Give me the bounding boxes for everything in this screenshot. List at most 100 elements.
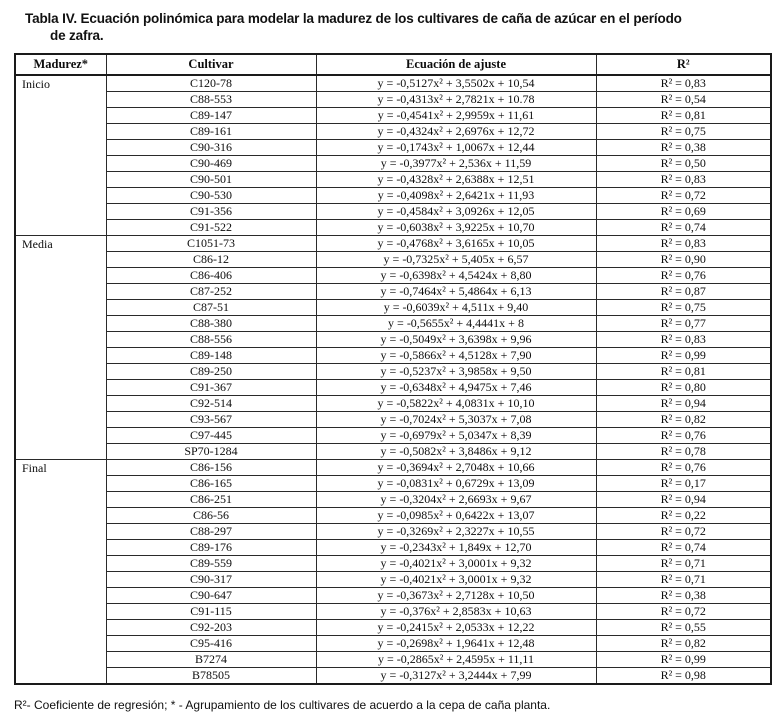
table-row: C91-522 y = -0,6038x² + 3,9225x + 10,70 R²… [15,219,772,236]
table-row: C86-406 y = -0,6398x² + 4,5424x + 8,80 R² … [15,267,772,284]
maturity-group-label: Inicio [14,74,107,236]
table-row: C89-176 y = -0,2343x² + 1,849x + 12,70 R² … [15,539,772,556]
table-row: C93-567 y = -0,7024x² + 5,3037x + 7,08 R² … [15,411,772,428]
r2-cell: R² = 0,94 [595,491,772,508]
header-r2: R² [595,53,772,76]
cultivar-cell: B78505 [105,667,317,685]
r2-cell: R² = 0,72 [595,603,772,620]
table-row: C90-317 y = -0,4021x² + 3,0001x + 9,32 R² … [15,571,772,588]
r2-cell: R² = 0,80 [595,379,772,396]
table-row: C89-559 y = -0,4021x² + 3,0001x + 9,32 R² … [15,555,772,572]
equation-cell: y = -0,0985x² + 0,6422x + 13,07 [315,507,597,524]
equation-cell: y = -0,4541x² + 2,9959x + 11,61 [315,107,597,124]
cultivar-cell: C91-367 [105,379,317,396]
r2-cell: R² = 0,77 [595,315,772,332]
table-row: C89-147 y = -0,4541x² + 2,9959x + 11,61 R²… [15,107,772,124]
equation-cell: y = -0,7464x² + 5,4864x + 6,13 [315,283,597,300]
r2-cell: R² = 0,69 [595,203,772,220]
equation-cell: y = -0,6348x² + 4,9475x + 7,46 [315,379,597,396]
r2-cell: R² = 0,38 [595,139,772,156]
equation-cell: y = -0,4328x² + 2,6388x + 12,51 [315,171,597,188]
equation-cell: y = -0,5127x² + 3,5502x + 10,54 [315,74,597,92]
table-row: C89-161 y = -0,4324x² + 2,6976x + 12,72 R²… [15,123,772,140]
cultivar-cell: C87-252 [105,283,317,300]
equation-cell: y = -0,3127x² + 3,2444x + 7,99 [315,667,597,685]
cultivar-cell: C91-522 [105,219,317,236]
cultivar-cell: C92-203 [105,619,317,636]
equation-cell: y = -0,7024x² + 5,3037x + 7,08 [315,411,597,428]
maturity-group-label: Media [14,235,107,460]
table-title: Tabla IV. Ecuación polinómica para model… [25,10,773,44]
r2-cell: R² = 0,83 [595,74,772,92]
table-footnote: R²- Coeficiente de regresión; * - Agrupa… [14,698,551,712]
equation-cell: y = -0,4584x² + 3,0926x + 12,05 [315,203,597,220]
equation-cell: y = -0,1743x² + 1,0067x + 12,44 [315,139,597,156]
r2-cell: R² = 0,90 [595,251,772,268]
table-row: C88-553 y = -0,4313x² + 2,7821x + 10.78 R²… [15,91,772,108]
r2-cell: R² = 0,74 [595,219,772,236]
cultivar-cell: C90-647 [105,587,317,604]
equation-cell: y = -0,3269x² + 2,3227x + 10,55 [315,523,597,540]
table-header-row: Madurez* Cultivar Ecuación de ajuste R² [14,53,772,76]
table-row: C91-367 y = -0,6348x² + 4,9475x + 7,46 R² … [15,379,772,396]
cultivar-cell: C86-12 [105,251,317,268]
equation-cell: y = -0,2415x² + 2,0533x + 12,22 [315,619,597,636]
equation-cell: y = -0,0831x² + 0,6729x + 13,09 [315,475,597,492]
r2-cell: R² = 0,71 [595,555,772,572]
equation-cell: y = -0,3977x² + 2,536x + 11,59 [315,155,597,172]
equation-cell: y = -0,5655x² + 4,4441x + 8 [315,315,597,332]
equation-cell: y = -0,3204x² + 2,6693x + 9,67 [315,491,597,508]
table-title-line2: de zafra. [50,28,104,43]
r2-cell: R² = 0,99 [595,347,772,364]
equation-cell: y = -0,5822x² + 4,0831x + 10,10 [315,395,597,412]
r2-cell: R² = 0,83 [595,331,772,348]
table-row: C86-251 y = -0,3204x² + 2,6693x + 9,67 R² … [15,491,772,508]
equation-cell: y = -0,5866x² + 4,5128x + 7,90 [315,347,597,364]
cultivar-cell: C90-530 [105,187,317,204]
maturity-group-label: Final [14,459,107,685]
r2-cell: R² = 0,76 [595,427,772,444]
equation-cell: y = -0,3694x² + 2,7048x + 10,66 [315,459,597,476]
r2-cell: R² = 0,54 [595,91,772,108]
equation-cell: y = -0,4021x² + 3,0001x + 9,32 [315,555,597,572]
cultivar-cell: C90-317 [105,571,317,588]
r2-cell: R² = 0,78 [595,443,772,460]
equation-cell: y = -0,6039x² + 4,511x + 9,40 [315,299,597,316]
equation-cell: y = -0,4021x² + 3,0001x + 9,32 [315,571,597,588]
r2-cell: R² = 0,55 [595,619,772,636]
equation-cell: y = -0,2343x² + 1,849x + 12,70 [315,539,597,556]
table-row: C86-56 y = -0,0985x² + 0,6422x + 13,07 R² … [15,507,772,524]
r2-cell: R² = 0,81 [595,107,772,124]
r2-cell: R² = 0,81 [595,363,772,380]
table-row: C88-297 y = -0,3269x² + 2,3227x + 10,55 R²… [15,523,772,540]
r2-cell: R² = 0,22 [595,507,772,524]
equation-cell: y = -0,2698x² + 1,9641x + 12,48 [315,635,597,652]
cultivar-cell: C120-78 [105,74,317,92]
cultivar-cell: C89-176 [105,539,317,556]
cultivar-cell: C90-501 [105,171,317,188]
cultivar-cell: C92-514 [105,395,317,412]
table-row: C91-356 y = -0,4584x² + 3,0926x + 12,05 R²… [15,203,772,220]
header-madurez: Madurez* [14,53,107,76]
table-row: Inicio C120-78 y = -0,5127x² + 3,5502x + 1… [14,74,772,236]
r2-cell: R² = 0,99 [595,651,772,668]
r2-cell: R² = 0,74 [595,539,772,556]
table-row: SP70-1284 y = -0,5082x² + 3,8486x + 9,12 R… [15,443,772,460]
equation-cell: y = -0,6398x² + 4,5424x + 8,80 [315,267,597,284]
equation-cell: y = -0,3673x² + 2,7128x + 10,50 [315,587,597,604]
equation-cell: y = -0,5082x² + 3,8486x + 9,12 [315,443,597,460]
header-cultivar: Cultivar [105,53,317,76]
r2-cell: R² = 0,38 [595,587,772,604]
table-row: C88-380 y = -0,5655x² + 4,4441x + 8 R² = 0… [15,315,772,332]
equation-cell: y = -0,4324x² + 2,6976x + 12,72 [315,123,597,140]
table-row: Final C86-156 y = -0,3694x² + 2,7048x + 10… [14,459,772,685]
table-row: C92-203 y = -0,2415x² + 2,0533x + 12,22 R²… [15,619,772,636]
r2-cell: R² = 0,76 [595,267,772,284]
cultivar-cell: C88-380 [105,315,317,332]
table-row: Media C1051-73 y = -0,4768x² + 3,6165x + 1… [14,235,772,460]
cultivar-cell: C90-469 [105,155,317,172]
table-row: C86-12 y = -0,7325x² + 5,405x + 6,57 R² = … [15,251,772,268]
equation-cell: y = -0,5049x² + 3,6398x + 9,96 [315,331,597,348]
r2-cell: R² = 0,87 [595,283,772,300]
